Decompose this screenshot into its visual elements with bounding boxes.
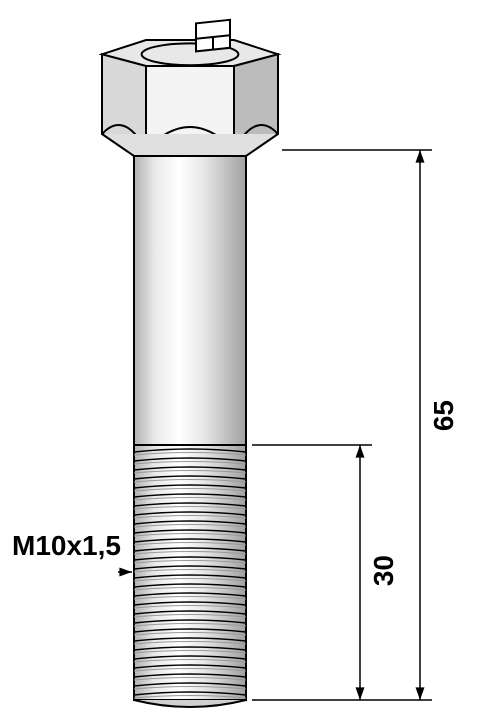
total-length-label: 65 xyxy=(428,400,460,431)
thread-length-label: 30 xyxy=(368,555,400,586)
technical-drawing: M10x1,5 65 30 xyxy=(0,0,500,728)
bolt-diagram-svg xyxy=(0,0,500,728)
thread-spec-label: M10x1,5 xyxy=(12,530,121,562)
